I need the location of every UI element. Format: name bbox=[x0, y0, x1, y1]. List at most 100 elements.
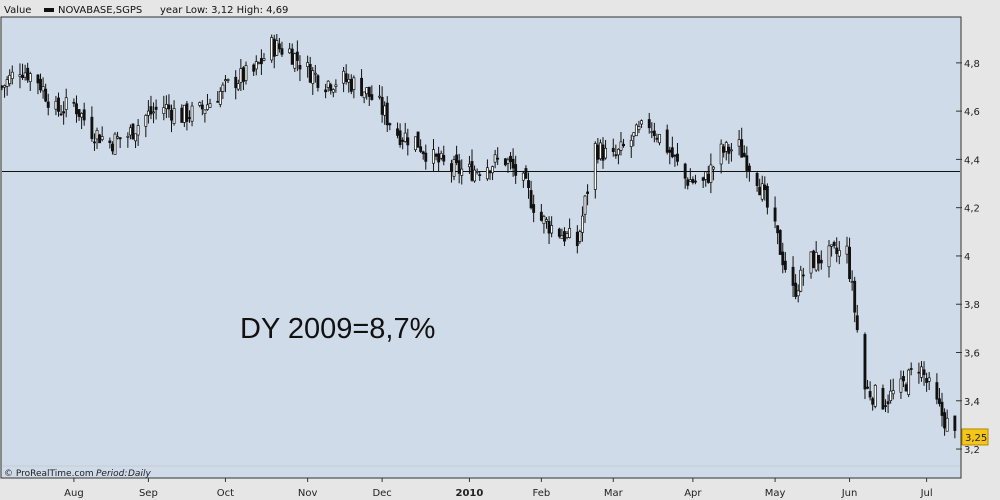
candle-body bbox=[611, 147, 615, 153]
candle-body bbox=[244, 65, 248, 81]
candle-body bbox=[521, 172, 525, 181]
candle-body bbox=[416, 131, 420, 148]
candle-body bbox=[188, 117, 191, 119]
candle-body bbox=[604, 147, 607, 159]
candle-body bbox=[398, 130, 402, 146]
candle-body bbox=[683, 163, 687, 179]
candle-body bbox=[488, 170, 492, 174]
candle-body bbox=[182, 104, 186, 123]
candle-body bbox=[221, 84, 225, 92]
last-price-tag: 3,25 bbox=[961, 428, 989, 446]
candle-body bbox=[853, 280, 857, 313]
candle-body bbox=[539, 211, 543, 221]
candle-body bbox=[252, 64, 256, 72]
candle-body bbox=[760, 183, 764, 200]
y-tick-label: 3,4 bbox=[964, 397, 980, 408]
candle-body bbox=[524, 168, 528, 179]
candle-body bbox=[745, 155, 749, 171]
chart-plot-area[interactable] bbox=[0, 16, 962, 479]
candle-body bbox=[452, 159, 456, 177]
candle-body bbox=[54, 100, 58, 110]
candle-body bbox=[747, 165, 751, 172]
candle-body bbox=[652, 130, 656, 137]
candle-body bbox=[424, 152, 428, 162]
candle-body bbox=[791, 266, 795, 286]
candle-body bbox=[241, 67, 245, 82]
candle-body bbox=[8, 74, 12, 84]
candle-body bbox=[108, 140, 112, 143]
candle-body bbox=[460, 168, 464, 176]
candle-body bbox=[277, 43, 281, 50]
candle-body bbox=[832, 242, 836, 247]
candle-body bbox=[421, 151, 425, 155]
candle-body bbox=[406, 137, 410, 146]
candle-body bbox=[334, 84, 338, 87]
candle-body bbox=[118, 137, 122, 140]
candle-body bbox=[925, 378, 929, 383]
candle-body bbox=[511, 158, 515, 169]
x-axis: Aug Sep Oct Nov Dec 2010 Feb Mar Apr May Jun Jul bbox=[64, 478, 933, 499]
candle-body bbox=[884, 405, 887, 407]
candle-body bbox=[503, 158, 507, 166]
candle-body bbox=[349, 79, 353, 92]
candle-body bbox=[563, 231, 566, 242]
candle-body bbox=[167, 104, 171, 110]
candle-body bbox=[470, 161, 474, 181]
candle-body bbox=[835, 247, 839, 254]
candle-body bbox=[848, 246, 851, 280]
candle-body bbox=[868, 391, 872, 398]
header-year-range: year Low: 3,12 High: 4,69 bbox=[160, 5, 288, 16]
candle-body bbox=[10, 71, 14, 79]
candle-body bbox=[21, 74, 24, 78]
candle-body bbox=[23, 72, 27, 78]
candle-body bbox=[581, 215, 584, 233]
candle-body bbox=[637, 126, 641, 130]
candle-body bbox=[185, 103, 189, 122]
candle-body bbox=[311, 70, 315, 84]
candle-body bbox=[44, 88, 48, 102]
x-tick-label: Feb bbox=[532, 488, 550, 499]
dividend-yield-annotation: DY 2009=8,7% bbox=[240, 313, 435, 345]
candle-body bbox=[557, 228, 561, 237]
candle-body bbox=[650, 131, 654, 133]
candle-body bbox=[439, 153, 443, 159]
candle-body bbox=[719, 143, 723, 165]
candle-body bbox=[817, 254, 821, 264]
candle-body bbox=[796, 290, 800, 297]
candle-body bbox=[873, 384, 877, 407]
candle-body bbox=[514, 164, 518, 176]
y-tick-label: 4,8 bbox=[964, 59, 980, 70]
candle-body bbox=[234, 76, 238, 89]
candle-body bbox=[529, 190, 533, 209]
candle-body bbox=[940, 401, 944, 416]
candle-body bbox=[131, 123, 135, 140]
header-value-label: Value bbox=[4, 5, 31, 16]
candle-body bbox=[326, 80, 330, 88]
candle-body bbox=[634, 124, 638, 137]
candle-body bbox=[781, 251, 785, 266]
x-tick-label: 2010 bbox=[456, 488, 484, 499]
candle-body bbox=[509, 155, 512, 163]
candle-body bbox=[809, 251, 813, 274]
candle-body bbox=[208, 103, 212, 108]
candle-body bbox=[275, 40, 279, 56]
candle-body bbox=[218, 91, 222, 105]
candle-body bbox=[450, 163, 453, 172]
x-tick-label: Oct bbox=[217, 488, 234, 499]
candle-body bbox=[640, 120, 643, 125]
candle-body bbox=[403, 132, 407, 142]
candle-body bbox=[619, 141, 623, 151]
candle-body bbox=[616, 149, 620, 156]
candle-body bbox=[455, 154, 459, 163]
candle-body bbox=[945, 417, 949, 432]
candle-body bbox=[93, 141, 96, 144]
candle-body bbox=[342, 70, 346, 84]
candle-body bbox=[308, 64, 312, 83]
candle-body bbox=[920, 366, 923, 378]
candle-body bbox=[26, 67, 30, 81]
candle-body bbox=[819, 259, 823, 264]
candle-body bbox=[383, 105, 387, 116]
candles-layer bbox=[0, 33, 957, 439]
candle-body bbox=[863, 334, 867, 390]
last-price-label: 3,25 bbox=[965, 433, 987, 444]
